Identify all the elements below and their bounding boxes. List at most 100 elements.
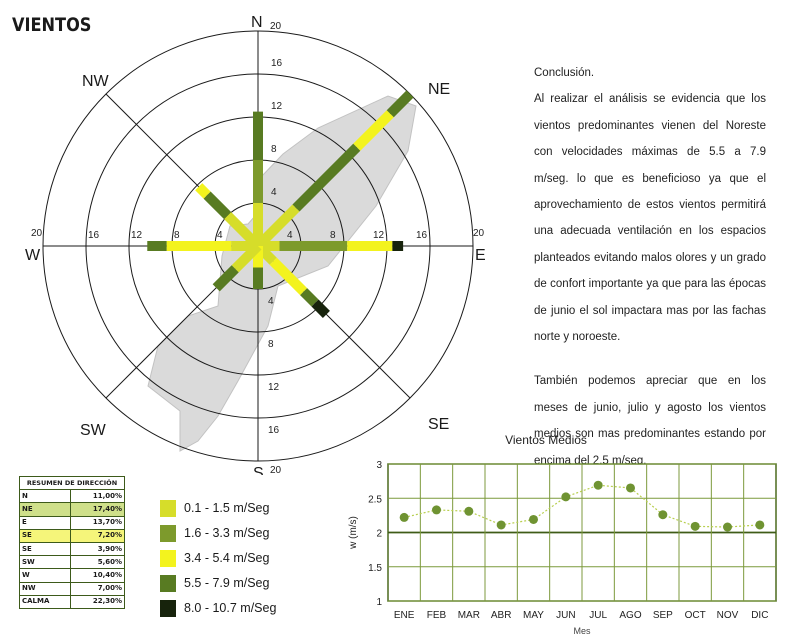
summary-percentage: 17,40% xyxy=(70,502,125,517)
x-tick-label: AGO xyxy=(619,610,641,621)
rose-bar-nw xyxy=(203,191,232,220)
summary-direction: N xyxy=(18,489,72,504)
summary-row: W 10,40% xyxy=(18,568,125,583)
summary-direction: W xyxy=(18,568,72,583)
data-point xyxy=(658,510,668,520)
data-point xyxy=(399,512,409,522)
y-tick-label: 1 xyxy=(376,597,382,608)
direction-label-nw: NW xyxy=(82,73,110,90)
rose-bar-nw xyxy=(224,212,262,250)
summary-percentage: 13,70% xyxy=(70,515,125,530)
rose-tick-label: 8 xyxy=(174,230,180,241)
conclusion-text: Conclusión. Al realizar el análisis se e… xyxy=(534,60,766,474)
x-tick-label: FEB xyxy=(427,610,447,621)
data-point xyxy=(626,483,635,493)
data-point xyxy=(755,520,765,530)
x-tick-label: ENE xyxy=(394,610,415,621)
rose-tick-label: 8 xyxy=(271,144,277,155)
summary-row: NE 17,40% xyxy=(18,502,125,517)
x-tick-label: MAR xyxy=(458,610,480,621)
direction-summary-table: RESUMEN DE DIRECCIÓN N 11,00% NE 17,40% E 13,… xyxy=(18,475,125,609)
summary-percentage: 7,00% xyxy=(70,581,125,596)
rose-tick-label: 16 xyxy=(88,230,100,241)
y-axis-label: w (m/s) xyxy=(348,516,359,550)
direction-label-ne: NE xyxy=(428,81,450,98)
summary-direction: CALMA xyxy=(18,594,72,609)
summary-row: SW 5,60% xyxy=(18,555,125,570)
rose-tick-label: 16 xyxy=(268,425,280,436)
y-tick-label: 1.5 xyxy=(368,563,382,574)
rose-tick-label: 12 xyxy=(131,230,143,241)
conclusion-heading: Conclusión. xyxy=(534,67,595,79)
summary-row: SE 7,20% xyxy=(18,528,125,543)
rose-bar-sw xyxy=(212,265,239,292)
rose-tick-label: 4 xyxy=(287,230,293,241)
rose-tick-label: 20 xyxy=(473,228,485,239)
summary-percentage: 5,60% xyxy=(70,555,125,570)
rose-bar-ne xyxy=(254,204,300,250)
summary-direction: SE xyxy=(18,541,72,557)
series-line xyxy=(404,484,760,528)
rose-bar-se xyxy=(311,299,330,318)
summary-percentage: 3,90% xyxy=(70,541,125,557)
rose-tick-label: 8 xyxy=(330,230,336,241)
rose-tick-label: 12 xyxy=(268,382,280,393)
summary-direction: E xyxy=(18,515,72,530)
page-title: VIENTOS xyxy=(12,14,92,36)
x-tick-label: JUN xyxy=(556,610,575,621)
direction-label-se: SE xyxy=(428,416,449,433)
summary-percentage: 11,00% xyxy=(70,489,125,504)
wind-rose-chart: 4 8 12 16 20 4 8 12 16 20 4 8 12 16 20 4 8 12 16 20 N NE E SE S S… xyxy=(25,14,486,475)
data-point xyxy=(593,480,603,490)
summary-row: SE 3,90% xyxy=(18,541,125,557)
rose-tick-label: 20 xyxy=(31,228,43,239)
data-point xyxy=(723,522,732,532)
direction-label-s: S xyxy=(253,465,264,475)
legend-swatch xyxy=(160,525,176,542)
y-tick-label: 2 xyxy=(376,529,382,540)
summary-percentage: 22,30% xyxy=(70,594,125,609)
summary-percentage: 7,20% xyxy=(70,528,125,543)
summary-direction: SE xyxy=(18,528,72,543)
legend-swatch xyxy=(160,575,176,592)
rose-tick-label: 20 xyxy=(270,465,282,475)
rose-tick-label: 16 xyxy=(271,58,283,69)
x-tick-label: ABR xyxy=(491,610,512,621)
line-chart-title: Vientos Medios xyxy=(505,433,587,447)
summary-row: E 13,70% xyxy=(18,515,125,530)
rose-tick-label: 8 xyxy=(268,339,274,350)
legend-swatch xyxy=(160,600,176,617)
rose-tick-label: 4 xyxy=(217,230,223,241)
x-tick-label: SEP xyxy=(653,610,673,621)
summary-direction: NW xyxy=(18,581,72,596)
rose-bar-nw xyxy=(195,183,211,199)
legend-label: 3.4 - 5.4 m/Seg xyxy=(184,551,270,565)
legend-swatch xyxy=(160,550,176,567)
rose-tick-label: 12 xyxy=(271,101,283,112)
rose-bar-ne xyxy=(386,90,414,118)
conclusion-paragraph-1: Al realizar el análisis se evidencia que… xyxy=(534,93,766,344)
direction-label-w: W xyxy=(25,247,41,264)
x-tick-label: DIC xyxy=(751,610,768,621)
direction-label-e: E xyxy=(475,247,486,264)
mean-wind-line-chart: Vientos Medios 1 1.5 2 2.5 3 ENE FEB MAR ABR MAY JU… xyxy=(348,433,777,636)
data-point xyxy=(561,492,571,502)
rose-bar-ne xyxy=(353,110,394,151)
summary-row: NW 7,00% xyxy=(18,581,125,596)
summary-table-title: RESUMEN DE DIRECCIÓN xyxy=(19,475,125,491)
x-tick-label: OCT xyxy=(685,610,706,621)
rose-tick-label: 16 xyxy=(416,230,428,241)
rose-bar-ne xyxy=(292,143,361,212)
data-point xyxy=(464,506,474,516)
summary-percentage: 10,40% xyxy=(70,568,125,583)
rose-tick-label: 4 xyxy=(271,187,277,198)
rose-tick-label: 4 xyxy=(268,296,274,307)
data-point xyxy=(496,520,506,530)
direction-label-n: N xyxy=(251,14,263,31)
rose-bar-se xyxy=(300,288,319,307)
x-tick-label: JUL xyxy=(589,610,607,621)
legend-label: 1.6 - 3.3 m/Seg xyxy=(184,526,270,540)
legend-swatch xyxy=(160,500,176,517)
rose-tick-label: 12 xyxy=(373,230,385,241)
summary-row: CALMA 22,30% xyxy=(18,594,125,609)
